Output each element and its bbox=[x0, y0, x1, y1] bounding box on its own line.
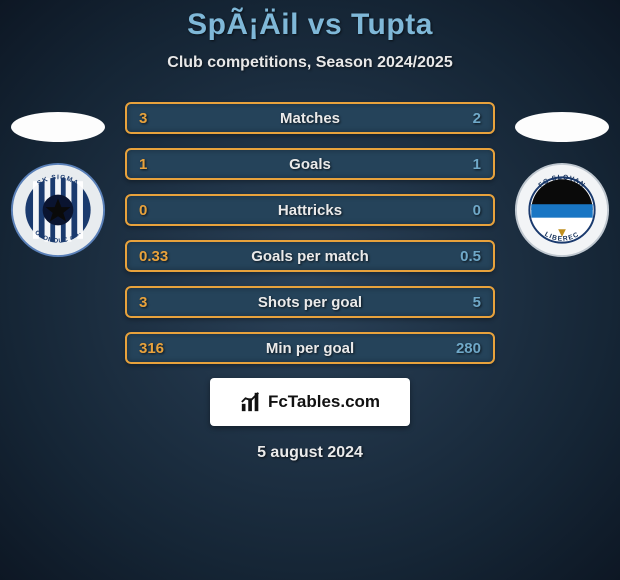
brand-text: FcTables.com bbox=[268, 392, 380, 412]
widget-container: SpÃ¡Äil vs Tupta Club competitions, Seas… bbox=[0, 0, 620, 462]
stat-left-value: 3 bbox=[139, 110, 147, 127]
stat-row-hattricks: 0 Hattricks 0 bbox=[125, 194, 495, 226]
stat-label: Shots per goal bbox=[258, 294, 362, 311]
stat-right-value: 1 bbox=[473, 156, 481, 173]
brand-badge[interactable]: FcTables.com bbox=[210, 378, 410, 426]
left-player-column: SK SIGMA OLOMOUC a.s. bbox=[10, 112, 106, 258]
stat-label: Hattricks bbox=[278, 202, 342, 219]
stat-label: Matches bbox=[280, 110, 340, 127]
stat-row-goals-per-match: 0.33 Goals per match 0.5 bbox=[125, 240, 495, 272]
stats-panel: 3 Matches 2 1 Goals 1 0 Hattricks 0 0.33… bbox=[125, 102, 495, 364]
stat-left-value: 316 bbox=[139, 340, 164, 357]
stat-left-value: 0.33 bbox=[139, 248, 168, 265]
stat-right-value: 280 bbox=[456, 340, 481, 357]
stat-row-matches: 3 Matches 2 bbox=[125, 102, 495, 134]
stat-right-value: 5 bbox=[473, 294, 481, 311]
stat-right-value: 0.5 bbox=[460, 248, 481, 265]
left-club-crest: SK SIGMA OLOMOUC a.s. bbox=[10, 162, 106, 258]
stat-row-goals: 1 Goals 1 bbox=[125, 148, 495, 180]
main-row: SK SIGMA OLOMOUC a.s. 3 Matches 2 1 Goal… bbox=[0, 102, 620, 364]
footer-date: 5 august 2024 bbox=[257, 444, 363, 462]
stat-row-min-per-goal: 316 Min per goal 280 bbox=[125, 332, 495, 364]
left-player-photo-placeholder bbox=[11, 112, 105, 142]
right-player-photo-placeholder bbox=[515, 112, 609, 142]
page-subtitle: Club competitions, Season 2024/2025 bbox=[167, 54, 452, 72]
stat-label: Goals per match bbox=[251, 248, 369, 265]
stat-label: Goals bbox=[289, 156, 331, 173]
stat-left-value: 1 bbox=[139, 156, 147, 173]
stat-row-shots-per-goal: 3 Shots per goal 5 bbox=[125, 286, 495, 318]
stat-right-value: 0 bbox=[473, 202, 481, 219]
stat-left-value: 0 bbox=[139, 202, 147, 219]
right-club-crest: FC SLOVAN LIBEREC bbox=[514, 162, 610, 258]
chart-icon bbox=[240, 391, 262, 413]
stat-label: Min per goal bbox=[266, 340, 354, 357]
page-title: SpÃ¡Äil vs Tupta bbox=[187, 8, 433, 42]
stat-left-value: 3 bbox=[139, 294, 147, 311]
right-player-column: FC SLOVAN LIBEREC bbox=[514, 112, 610, 258]
stat-right-value: 2 bbox=[473, 110, 481, 127]
